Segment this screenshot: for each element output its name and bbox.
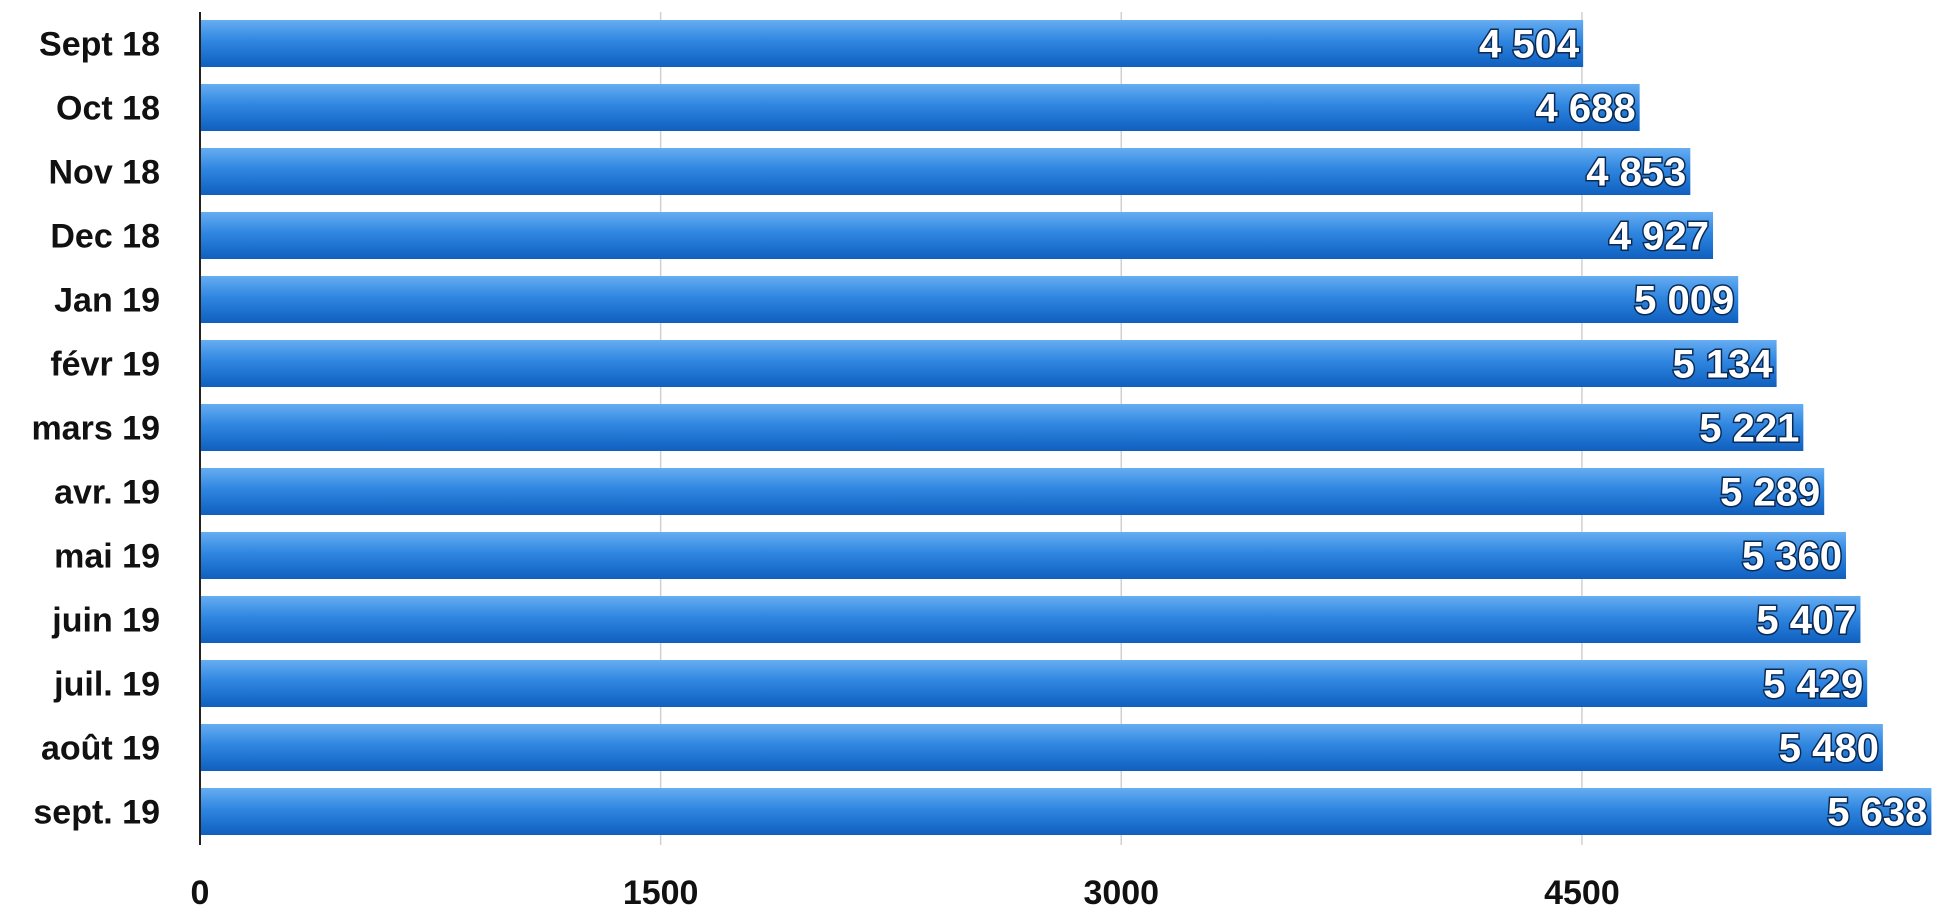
bar — [201, 148, 1691, 195]
bar — [201, 468, 1825, 515]
bar — [201, 532, 1847, 579]
data-label: 5 480 — [1779, 727, 1879, 771]
data-label: 5 221 — [1699, 407, 1799, 451]
x-tick-label: 0 — [191, 874, 210, 909]
data-label: 5 289 — [1720, 471, 1820, 515]
data-label: 5 407 — [1756, 599, 1856, 643]
category-label: Jan 19 — [54, 282, 160, 320]
category-label: févr 19 — [50, 346, 160, 384]
bar — [201, 340, 1777, 387]
bar — [201, 84, 1640, 131]
data-label: 5 009 — [1634, 279, 1734, 323]
category-label: Sept 18 — [39, 26, 160, 64]
category-label: Dec 18 — [50, 218, 160, 256]
category-label: juin 19 — [51, 602, 160, 640]
category-label: Nov 18 — [49, 154, 161, 192]
bar — [201, 788, 1932, 835]
data-label: 4 927 — [1609, 215, 1709, 259]
data-label: 5 638 — [1827, 791, 1927, 835]
category-label: août 19 — [41, 730, 160, 768]
x-tick-label: 3000 — [1083, 874, 1159, 909]
data-label: 5 429 — [1763, 663, 1863, 707]
bar — [201, 596, 1861, 643]
bar — [201, 276, 1739, 323]
x-tick-label: 1500 — [623, 874, 699, 909]
data-label: 4 688 — [1536, 87, 1636, 131]
bar — [201, 660, 1868, 707]
category-label: avr. 19 — [54, 474, 160, 512]
category-label: mars 19 — [31, 410, 160, 448]
label-layer: 0 1500 3000 4500 Sept 18 4 504 Oct 18 4 688 Nov … — [31, 21, 1928, 912]
bar-layer — [201, 20, 1932, 835]
data-label: 5 134 — [1673, 343, 1774, 387]
bar — [201, 724, 1883, 771]
x-tick-label: 4500 — [1544, 874, 1620, 909]
data-label: 4 504 — [1479, 23, 1580, 67]
category-label: mai 19 — [54, 538, 160, 576]
bar — [201, 212, 1714, 259]
data-label: 4 853 — [1586, 151, 1686, 195]
category-label: Oct 18 — [56, 90, 160, 128]
data-label: 5 360 — [1742, 535, 1842, 579]
category-label: juil. 19 — [53, 666, 160, 704]
bar — [201, 404, 1804, 451]
category-label: sept. 19 — [33, 794, 160, 832]
bar — [201, 20, 1584, 67]
